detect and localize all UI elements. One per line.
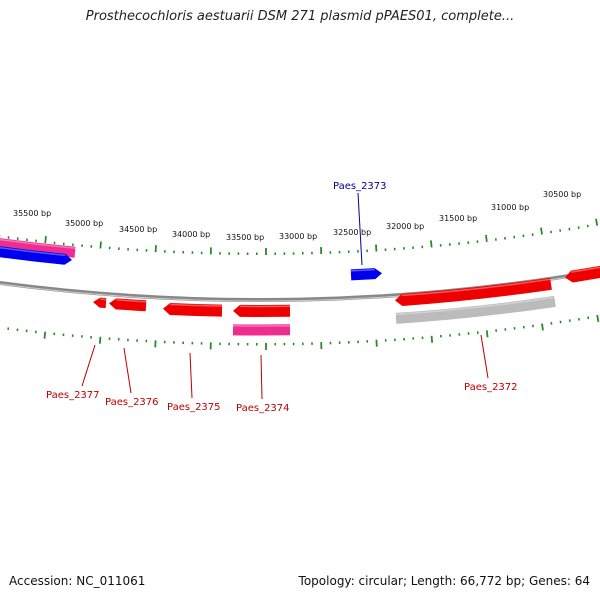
rna-feature-paes-2374 [232,324,291,336]
scale-label: 31000 bp [491,203,529,212]
major-tick [99,241,102,249]
gene-label: Paes_2377 [46,390,100,401]
scale-label: 33500 bp [226,233,264,242]
gene-label: Paes_2372 [464,382,518,393]
gene-arrow-right-edge [565,265,600,283]
scale-label: 34000 bp [172,230,210,239]
gene-label: Paes_2375 [167,402,221,413]
accession-text: Accession: NC_011061 [9,574,146,588]
gene-label: Paes_2373 [333,181,387,192]
gene-arrow-paes-2374 [233,304,291,317]
rna-feature-left [0,238,76,258]
scale-label: 35000 bp [65,219,103,228]
gene-labels: Paes_2373 Paes_2377 Paes_2376 Paes_2375 Paes… [46,181,518,414]
gene-leader-line [189,352,193,399]
scale-label: 33000 bp [279,232,317,241]
major-tick [430,240,433,248]
topology-summary: Topology: circular; Length: 66,772 bp; G… [298,574,590,588]
gene-leader-line [81,344,96,387]
gene-leader-line [480,334,489,379]
major-tick [595,218,599,226]
major-tick [98,336,102,344]
major-tick [43,331,47,339]
scale-label: 35500 bp [13,209,51,218]
scale-label: 34500 bp [119,225,157,234]
scale-label: 31500 bp [439,214,477,223]
major-tick [430,335,434,343]
gene-features [0,238,600,336]
gene-label: Paes_2374 [236,403,290,414]
scale-label: 30500 bp [543,190,581,199]
major-tick [596,314,600,323]
gene-leader-line [357,192,363,266]
other-feature-paes-2372 [395,295,556,324]
gene-leader-line [260,354,263,400]
gene-arrow-paes-2373 [350,268,382,281]
gene-arrow-paes-2377 [93,297,107,309]
gene-label: Paes_2376 [105,397,159,408]
gene-leader-line [123,347,132,394]
gene-arrow-paes-2376 [109,298,147,312]
major-tick [44,236,47,244]
map-title: Prosthecochloris aestuarii DSM 271 plasm… [85,9,515,24]
major-tick [540,227,543,235]
scale-label: 32500 bp [333,228,371,237]
major-tick [541,323,544,331]
scale-label: 32000 bp [386,222,424,231]
scale-labels: 35500 bp 35000 bp 34500 bp 34000 bp 33500 bp… [13,190,581,242]
gene-arrow-forward-left [0,246,72,265]
major-tick [485,330,489,338]
gene-arrow-paes-2375 [163,302,223,317]
major-tick [485,234,488,242]
gene-arrow-paes-2372 [395,277,552,306]
scale-ticks [0,218,600,350]
